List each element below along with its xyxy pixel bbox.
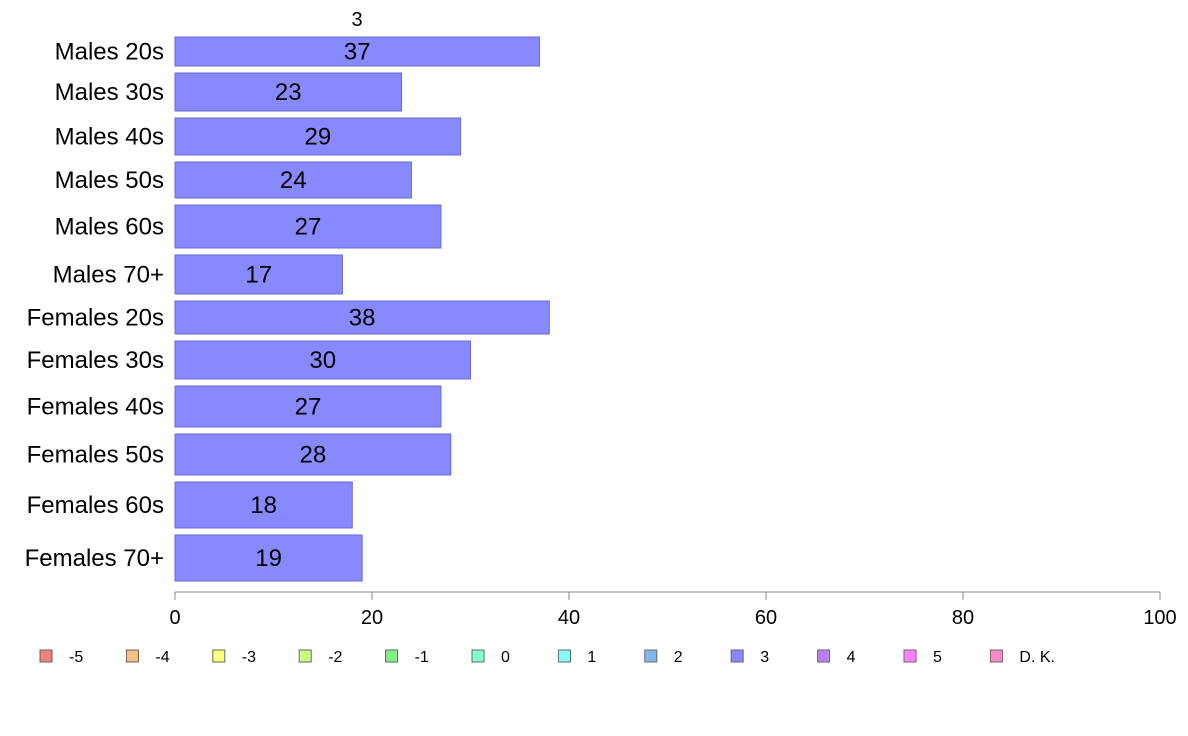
- legend-label: -3: [242, 649, 256, 666]
- bar-row: Males 60s 27: [55, 204, 442, 249]
- legend-swatch: [557, 649, 571, 663]
- bar-row: Males 30s 23: [55, 72, 403, 112]
- bar-row: Males 50s 24: [55, 161, 412, 199]
- category-label: Males 20s: [55, 39, 164, 66]
- legend-item: -5: [39, 649, 83, 666]
- legend-label: 4: [847, 649, 856, 666]
- bar: [174, 534, 363, 582]
- bar-row: Males 20s 37: [55, 36, 540, 67]
- legend-item: 3: [730, 649, 769, 666]
- legend-label: -5: [69, 649, 83, 666]
- x-tick-label: 80: [952, 607, 974, 629]
- bar: [174, 385, 442, 428]
- bar-value-label: 18: [250, 492, 277, 519]
- legend-label: D. K.: [1019, 649, 1055, 666]
- bar: [174, 300, 550, 335]
- legend-item: 5: [903, 649, 942, 666]
- bar-value-label: 23: [275, 79, 302, 106]
- bar-value-label: 17: [245, 262, 272, 289]
- category-label: Females 60s: [27, 492, 164, 519]
- bar-value-label: 27: [295, 214, 322, 241]
- bar-row: Females 20s 38: [27, 300, 550, 335]
- legend-swatch: [730, 649, 744, 663]
- x-tick-label: 20: [361, 607, 383, 629]
- legend-swatch: [385, 649, 399, 663]
- legend-label: -1: [415, 649, 429, 666]
- bar: [174, 161, 412, 199]
- legend-swatch: [989, 649, 1003, 663]
- legend-item: 1: [557, 649, 596, 666]
- bar-value-label: 27: [295, 394, 322, 421]
- category-label: Females 20s: [27, 305, 164, 332]
- x-axis: 0 20 40 60 80 100: [169, 591, 1177, 629]
- legend-swatch: [903, 649, 917, 663]
- bar-value-label: 28: [300, 442, 327, 469]
- legend-swatch: [817, 649, 831, 663]
- bar-row: Males 70+ 17: [53, 254, 343, 295]
- category-label: Males 40s: [55, 124, 164, 151]
- legend-swatch: [298, 649, 312, 663]
- legend: -5 -4 -3 -2 -1 0 1 2 3 4 5 D. K.: [39, 649, 1055, 666]
- bar-row: Females 70+ 19: [25, 534, 363, 582]
- legend-item: D. K.: [989, 649, 1055, 666]
- bars: Males 20s 37 Males 30s 23 Males 40s 29 Males 5…: [25, 36, 550, 582]
- category-label: Females 70+: [25, 545, 164, 572]
- category-label: Males 70+: [53, 262, 164, 289]
- x-tick-label: 60: [755, 607, 777, 629]
- bar-row: Females 60s 18: [27, 481, 353, 529]
- legend-item: -2: [298, 649, 343, 666]
- bar: [174, 481, 353, 529]
- bar-row: Females 50s 28: [27, 433, 452, 476]
- bar-row: Females 40s 27: [27, 385, 442, 428]
- legend-swatch: [644, 649, 658, 663]
- category-label: Females 30s: [27, 347, 164, 374]
- bar: [174, 254, 343, 295]
- bar: [174, 117, 462, 156]
- legend-item: -1: [385, 649, 429, 666]
- bar: [174, 72, 403, 112]
- legend-label: -2: [328, 649, 342, 666]
- bar-value-label: 38: [349, 305, 376, 332]
- column-label: 3: [351, 9, 362, 31]
- category-label: Females 50s: [27, 442, 164, 469]
- category-label: Females 40s: [27, 394, 164, 421]
- legend-item: 4: [817, 649, 856, 666]
- x-tick-label: 0: [169, 607, 180, 629]
- bar-row: Males 40s 29: [55, 117, 462, 156]
- legend-item: 2: [644, 649, 683, 666]
- bar-value-label: 19: [255, 545, 282, 572]
- bar-value-label: 29: [304, 124, 331, 151]
- legend-swatch: [471, 649, 485, 663]
- category-label: Males 60s: [55, 214, 164, 241]
- x-tick-label: 100: [1143, 607, 1176, 629]
- legend-swatch: [212, 649, 226, 663]
- legend-label: 0: [501, 649, 510, 666]
- legend-label: 3: [760, 649, 769, 666]
- bar: [174, 433, 452, 476]
- bar-value-label: 30: [309, 347, 336, 374]
- bar-value-label: 37: [344, 39, 371, 66]
- legend-label: 1: [587, 649, 596, 666]
- bar: [174, 36, 540, 67]
- legend-label: 5: [933, 649, 942, 666]
- legend-swatch: [39, 649, 53, 663]
- bar-value-label: 24: [280, 167, 307, 194]
- legend-label: 2: [674, 649, 683, 666]
- bar: [174, 340, 471, 380]
- bar: [174, 204, 442, 249]
- legend-label: -4: [155, 649, 169, 666]
- category-label: Males 30s: [55, 79, 164, 106]
- legend-swatch: [125, 649, 139, 663]
- x-tick-label: 40: [558, 607, 580, 629]
- bar-row: Females 30s 30: [27, 340, 471, 380]
- legend-item: 0: [471, 649, 510, 666]
- legend-item: -4: [125, 649, 170, 666]
- legend-item: -3: [212, 649, 256, 666]
- category-label: Males 50s: [55, 167, 164, 194]
